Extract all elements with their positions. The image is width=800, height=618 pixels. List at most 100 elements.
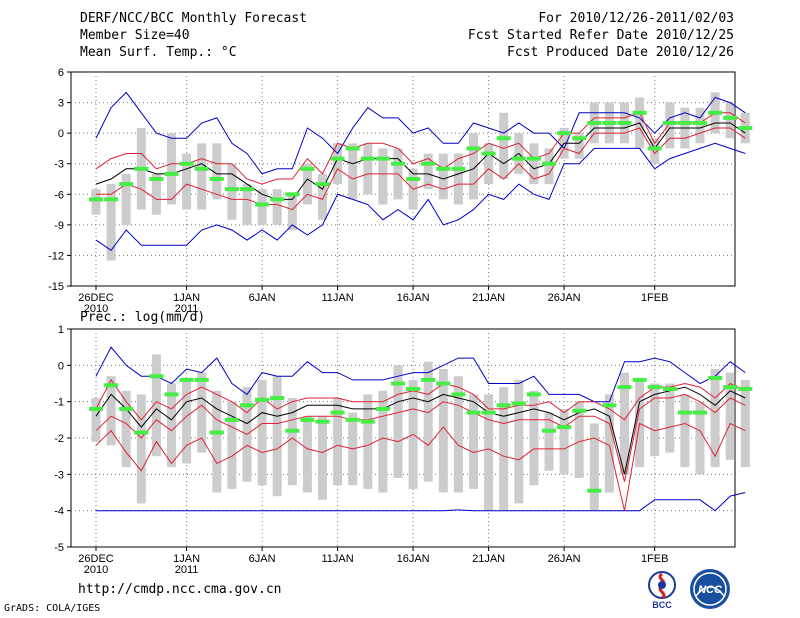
median-marker [451,166,466,171]
spread-bar [740,379,750,468]
x-tick-label: 1JAN [173,292,200,304]
header-start-date: Fcst Started Refer Date 2010/12/25 [467,28,734,43]
series-max-line [95,91,746,175]
median-marker [557,131,572,136]
x-tick-year: 2010 [84,303,108,315]
spread-bar [650,383,660,457]
median-marker [406,177,421,181]
median-marker [134,166,149,171]
spread-bar [574,133,584,159]
y-tick-label: 3 [58,98,64,110]
x-tick-label: 1FEB [641,292,669,304]
median-marker [164,171,179,176]
series-min-line [96,492,746,512]
x-tick-label: 26DEC [78,292,114,304]
median-marker [240,187,254,192]
spread-bar [438,368,448,493]
spread-bar [363,394,373,489]
bcc-logo-label: BCC [652,600,672,610]
spread-bar [725,102,735,139]
median-marker [662,386,677,391]
header-period: For 2010/12/26-2011/02/03 [538,11,734,26]
median-marker [738,126,753,131]
median-marker [330,156,345,161]
spread-bar [499,112,509,179]
x-tick-label: 1JAN [173,553,200,565]
plot-frame [70,71,736,287]
spread-bar [620,372,629,475]
series-min-line [95,142,746,251]
x-tick-label: 16JAN [397,553,430,565]
median-marker [632,377,647,382]
median-marker [315,182,330,187]
header-right: For 2010/12/26-2011/02/03 Fcst Started R… [468,10,734,61]
spread-bar [484,394,494,511]
spread-bar [227,163,237,220]
spread-bar [167,133,176,205]
spread-bar [378,390,388,493]
x-tick-label: 11JAN [321,553,353,565]
median-marker [179,161,194,166]
median-marker [179,377,194,382]
spread-bar [423,153,433,190]
median-marker [708,376,723,381]
median-marker [255,202,270,207]
header-title: DERF/NCC/BCC Monthly Forecast [80,11,307,26]
spread-bar [227,401,237,489]
y-tick-label: 1 [58,324,64,336]
spread-bar [333,143,343,185]
spread-bar [469,133,478,200]
spread-bar [302,416,312,493]
y-tick-label: -3 [54,469,64,481]
median-marker [572,136,587,141]
median-marker [406,386,421,391]
series-max-line [95,346,746,403]
spread-bar [695,107,705,144]
spread-bar [544,148,554,185]
spread-bar [529,390,539,486]
spread-bar [453,376,463,493]
median-marker [617,120,632,125]
median-marker [481,151,496,156]
spread-bar [363,143,373,195]
spread-bar [725,372,735,460]
median-marker [526,392,541,397]
median-marker [300,166,315,171]
median-marker [134,430,149,435]
median-marker [194,166,209,171]
spread-bar [182,153,192,210]
spread-bar [499,387,509,511]
median-marker [466,146,481,151]
spread-bar [197,143,207,210]
median-marker [526,156,541,161]
header-variable: Mean Surf. Temp.: °C [80,45,237,60]
median-marker [617,385,632,390]
spread-bar [589,423,599,511]
median-marker [708,110,723,115]
series-lower-line [95,393,746,482]
x-tick-label: 16JAN [397,292,430,304]
median-marker [602,403,617,408]
spread-bar [348,143,358,200]
y-tick-label: -9 [54,220,64,232]
spread-bar [151,173,161,215]
spread-bar [302,163,312,205]
spread-bar [272,376,282,497]
spread-bar [469,394,478,489]
series-mean-line [95,122,746,200]
footer-url[interactable]: http://cmdp.ncc.cma.gov.cn [78,582,282,597]
x-tick-year: 2011 [175,303,199,315]
header-left: DERF/NCC/BCC Monthly Forecast Member Siz… [80,10,307,61]
median-marker [360,419,375,424]
median-marker [345,417,360,422]
median-marker [542,428,556,433]
median-marker [542,161,556,166]
median-marker [647,146,662,151]
spread-bar [121,173,131,225]
x-tick-label: 21JAN [472,292,505,304]
x-tick-year: 2010 [84,564,108,576]
median-marker [89,406,103,411]
y-tick-label: 0 [58,128,64,140]
x-tick-label: 11JAN [321,292,353,304]
